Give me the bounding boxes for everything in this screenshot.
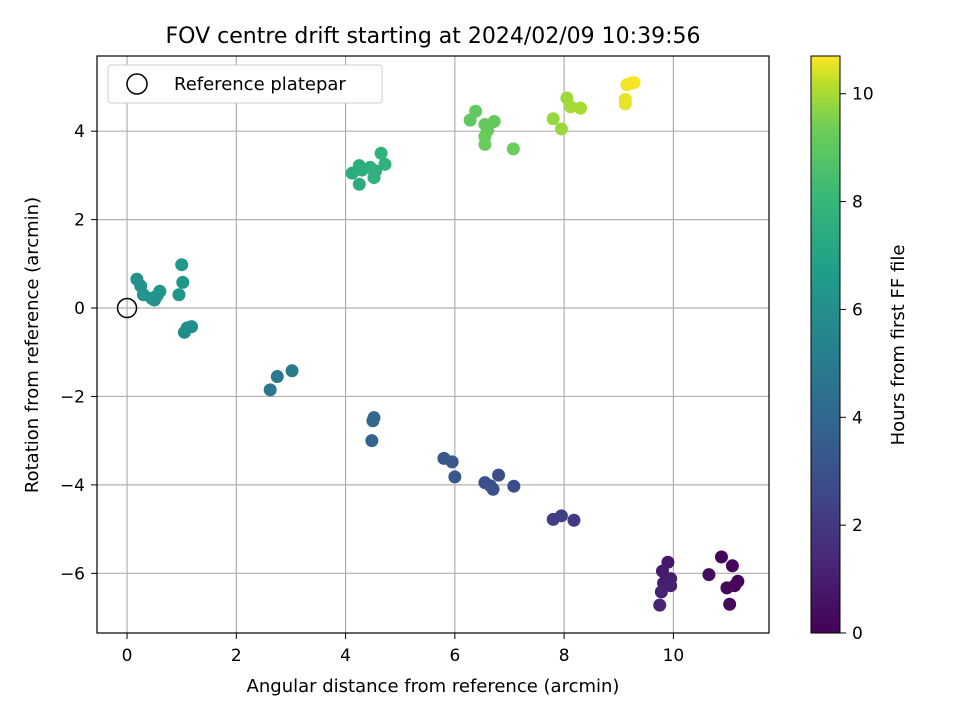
data-point [664,579,678,593]
x-tick-label: 2 [231,646,242,666]
data-point [714,550,728,564]
data-point [448,470,462,484]
y-tick-label: 0 [74,299,85,319]
data-point [507,479,521,493]
chart-title: FOV centre drift starting at 2024/02/09 … [166,24,701,49]
y-tick-label: −6 [60,564,85,584]
colorbar-ticks: 0 2 4 6 8 10 [840,85,874,644]
data-point [725,559,739,573]
data-point [469,104,483,118]
colorbar-tick-label: 0 [852,624,863,644]
colorbar-tick-label: 4 [852,408,863,428]
data-point [374,146,388,160]
colorbar-tick-label: 8 [852,193,863,213]
data-point [445,455,459,469]
y-tick-label: −2 [60,387,85,407]
data-point [627,76,641,90]
reference-platepar-marker [116,297,138,319]
x-tick-label: 10 [663,646,685,666]
x-tick-label: 6 [449,646,460,666]
data-point [567,513,581,527]
data-point [263,383,277,397]
legend: Reference platepar [107,64,383,104]
data-point [702,568,716,582]
data-point [720,581,734,595]
y-tick-label: 2 [74,211,85,231]
data-point [654,585,668,599]
y-tick-label: 4 [74,122,85,142]
data-point [147,293,161,307]
data-point [653,598,667,612]
data-point [564,100,578,114]
legend-label-reference-platepar: Reference platepar [174,74,346,95]
data-point [723,597,737,611]
data-point [352,177,366,191]
data-point [546,112,560,126]
data-point [554,509,568,523]
data-point [270,370,284,384]
data-point [574,101,588,115]
data-point [478,137,492,151]
y-axis-label: Rotation from reference (arcmin) [22,197,43,493]
colorbar-tick-label: 10 [852,85,874,105]
x-tick-label: 4 [340,646,351,666]
data-point [492,468,506,482]
legend-marker-reference-platepar [126,73,148,95]
data-point [185,320,199,334]
data-point [172,288,186,302]
data-point [176,275,190,289]
y-tick-label: −4 [60,476,85,496]
data-point [486,482,500,496]
data-point [506,142,520,156]
data-point [618,92,632,106]
data-point [367,171,381,185]
data-point [378,157,392,171]
x-axis-label: Angular distance from reference (arcmin) [247,676,620,697]
colorbar-label: Hours from first FF file [888,245,909,446]
x-tick-label: 0 [122,646,133,666]
data-point [285,364,299,378]
x-tick-label: 8 [559,646,570,666]
y-axis-ticks: −6 −4 −2 0 2 4 [60,122,97,584]
x-axis-ticks: 0 2 4 6 8 10 [122,633,685,666]
data-point [175,258,189,272]
data-points [116,76,745,612]
colorbar-tick-label: 2 [852,516,863,536]
data-point [366,414,380,428]
data-point [554,122,568,136]
data-point [487,114,501,128]
data-point [365,434,379,448]
data-point [655,564,669,578]
grid [97,56,769,633]
colorbar [810,55,841,634]
legend-box [107,64,383,104]
colorbar-tick-label: 6 [852,300,863,320]
plot-area-frame [96,55,770,634]
